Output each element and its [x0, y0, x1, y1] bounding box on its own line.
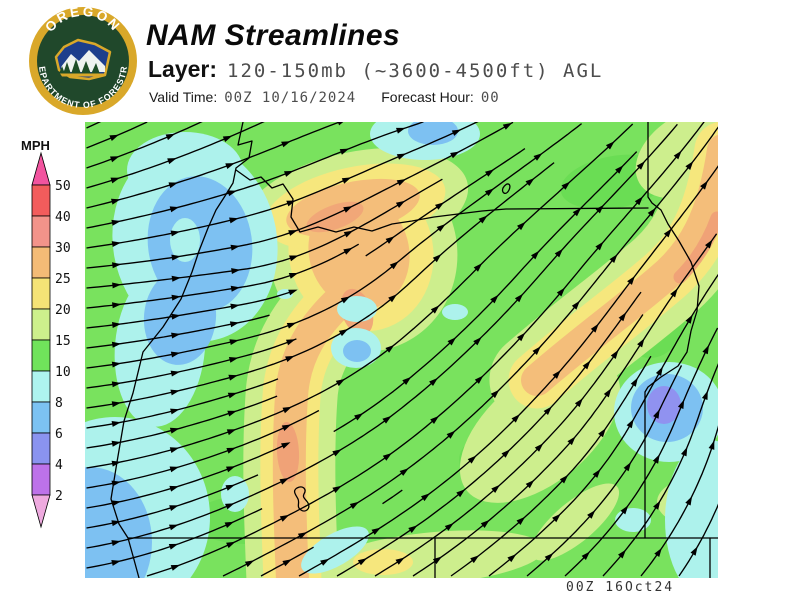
page-title: NAM Streamlines [146, 19, 401, 52]
layer-label: Layer: [148, 56, 218, 82]
svg-text:25: 25 [55, 272, 71, 287]
valid-time-label: Valid Time: [149, 89, 218, 105]
svg-text:20: 20 [55, 303, 71, 318]
valid-time-value: 00Z 10/16/2024 [224, 90, 357, 106]
svg-text:8: 8 [55, 396, 63, 411]
svg-text:40: 40 [55, 210, 71, 225]
mountain-shape [61, 50, 105, 72]
legend-units-label: MPH [21, 138, 50, 153]
svg-text:2: 2 [55, 489, 63, 504]
forecast-hour-value: 00 [480, 90, 500, 106]
forecast-hour-label: Forecast Hour: [381, 89, 474, 105]
svg-text:4: 4 [55, 458, 63, 473]
svg-text:15: 15 [55, 334, 71, 349]
layer-line: Layer: 120-150mb (~3600-4500ft) AGL [148, 56, 603, 83]
svg-text:6: 6 [55, 427, 63, 442]
timestamp: 00Z 16Oct24 [566, 580, 675, 595]
logo-emblem [54, 38, 112, 81]
ground-line [60, 73, 106, 77]
map-svg [85, 122, 718, 578]
svg-text:50: 50 [55, 179, 71, 194]
odf-logo: OREGON DEPARTMENT OF FORESTRY [29, 4, 137, 115]
trees-shape [59, 59, 100, 74]
legend-svg: 50 40 30 25 20 15 10 8 6 4 2 [31, 151, 71, 529]
svg-text:30: 30 [55, 241, 71, 256]
time-line: Valid Time: 00Z 10/16/2024 Forecast Hour… [149, 89, 500, 106]
layer-value: 120-150mb (~3600-4500ft) AGL [227, 60, 604, 82]
svg-text:10: 10 [55, 365, 71, 380]
